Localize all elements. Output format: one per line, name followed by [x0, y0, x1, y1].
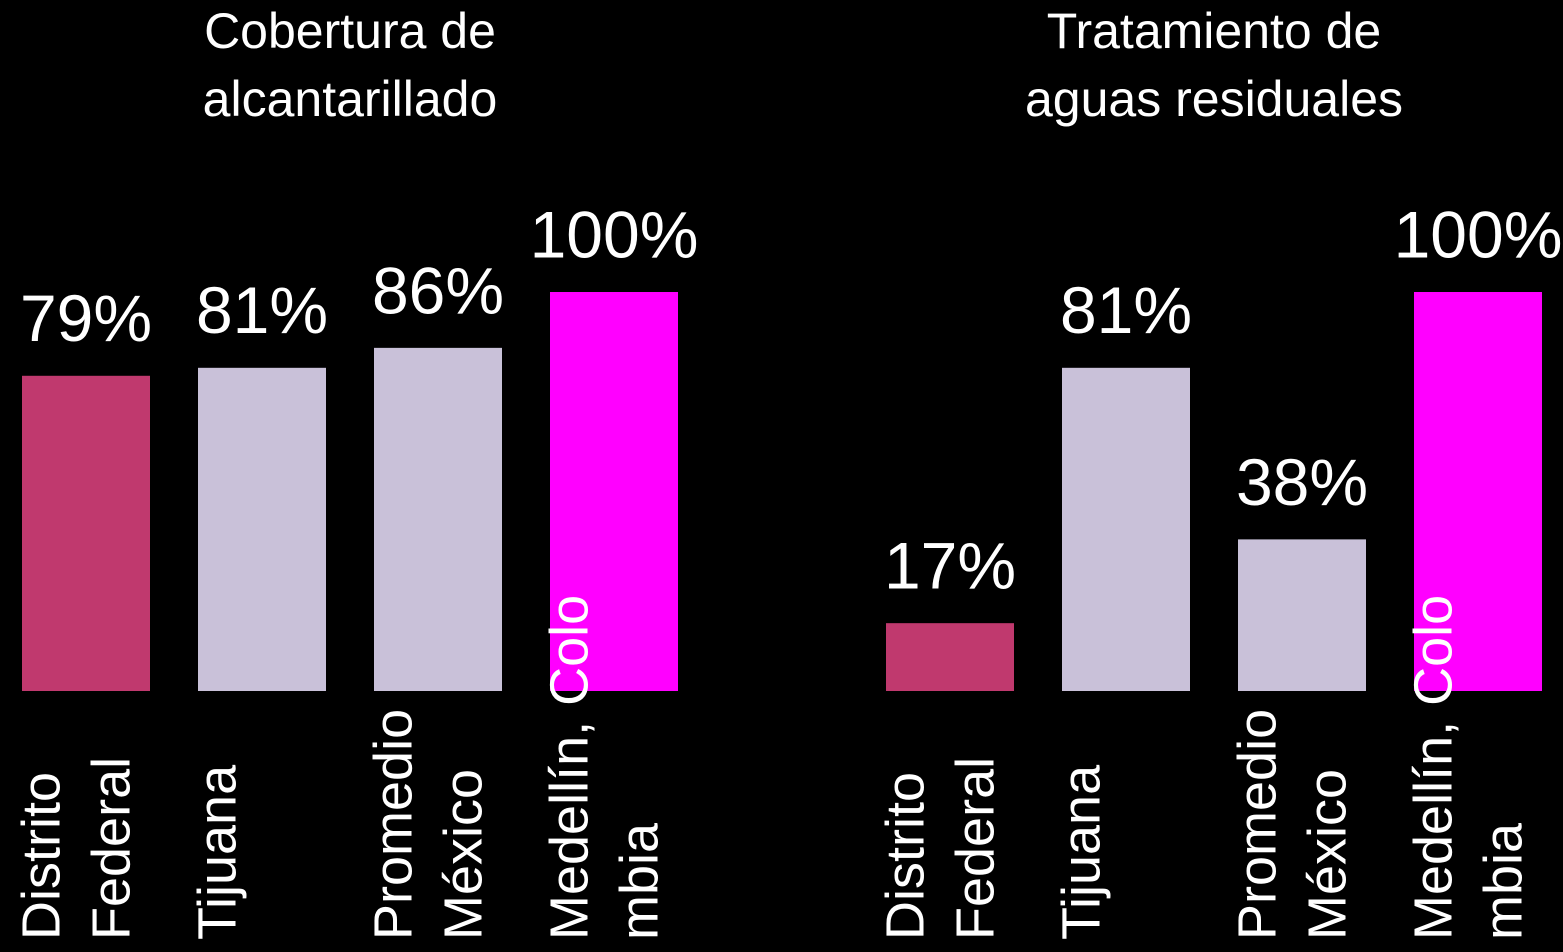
x-tick-label: Promedio [1227, 709, 1287, 940]
x-tick-label: Federal [81, 757, 141, 940]
value-label: 81% [196, 273, 328, 347]
chart-title: Cobertura de [204, 3, 496, 59]
chart-title: alcantarillado [203, 71, 498, 127]
bar [1414, 292, 1542, 691]
x-tick-label: México [1297, 769, 1357, 940]
bar [550, 292, 678, 691]
x-tick-label: México [433, 769, 493, 940]
x-tick-label: Promedio [363, 709, 423, 940]
x-tick-label: Medellín, Colo [539, 595, 599, 940]
chart-title: aguas residuales [1025, 71, 1403, 127]
chart-title: Tratamiento de [1047, 3, 1381, 59]
value-label: 79% [20, 281, 152, 355]
bar [1238, 539, 1366, 691]
x-tick-label: Distrito [875, 772, 935, 940]
value-label: 81% [1060, 273, 1192, 347]
bar [22, 375, 150, 691]
bar [1062, 367, 1190, 691]
x-tick-label: Tijuana [187, 764, 247, 940]
bar [198, 367, 326, 691]
bar [886, 623, 1014, 691]
x-tick-label: Tijuana [1051, 764, 1111, 940]
value-label: 38% [1236, 445, 1368, 519]
value-label: 86% [372, 253, 504, 327]
value-label: 17% [884, 529, 1016, 603]
x-tick-label: mbia [1473, 822, 1533, 940]
x-tick-label: Distrito [11, 772, 71, 940]
x-tick-label: Federal [945, 757, 1005, 940]
bar [374, 347, 502, 691]
value-label: 100% [530, 197, 699, 271]
x-tick-label: mbia [609, 822, 669, 940]
value-label: 100% [1394, 197, 1563, 271]
x-tick-label: Medellín, Colo [1403, 595, 1463, 940]
